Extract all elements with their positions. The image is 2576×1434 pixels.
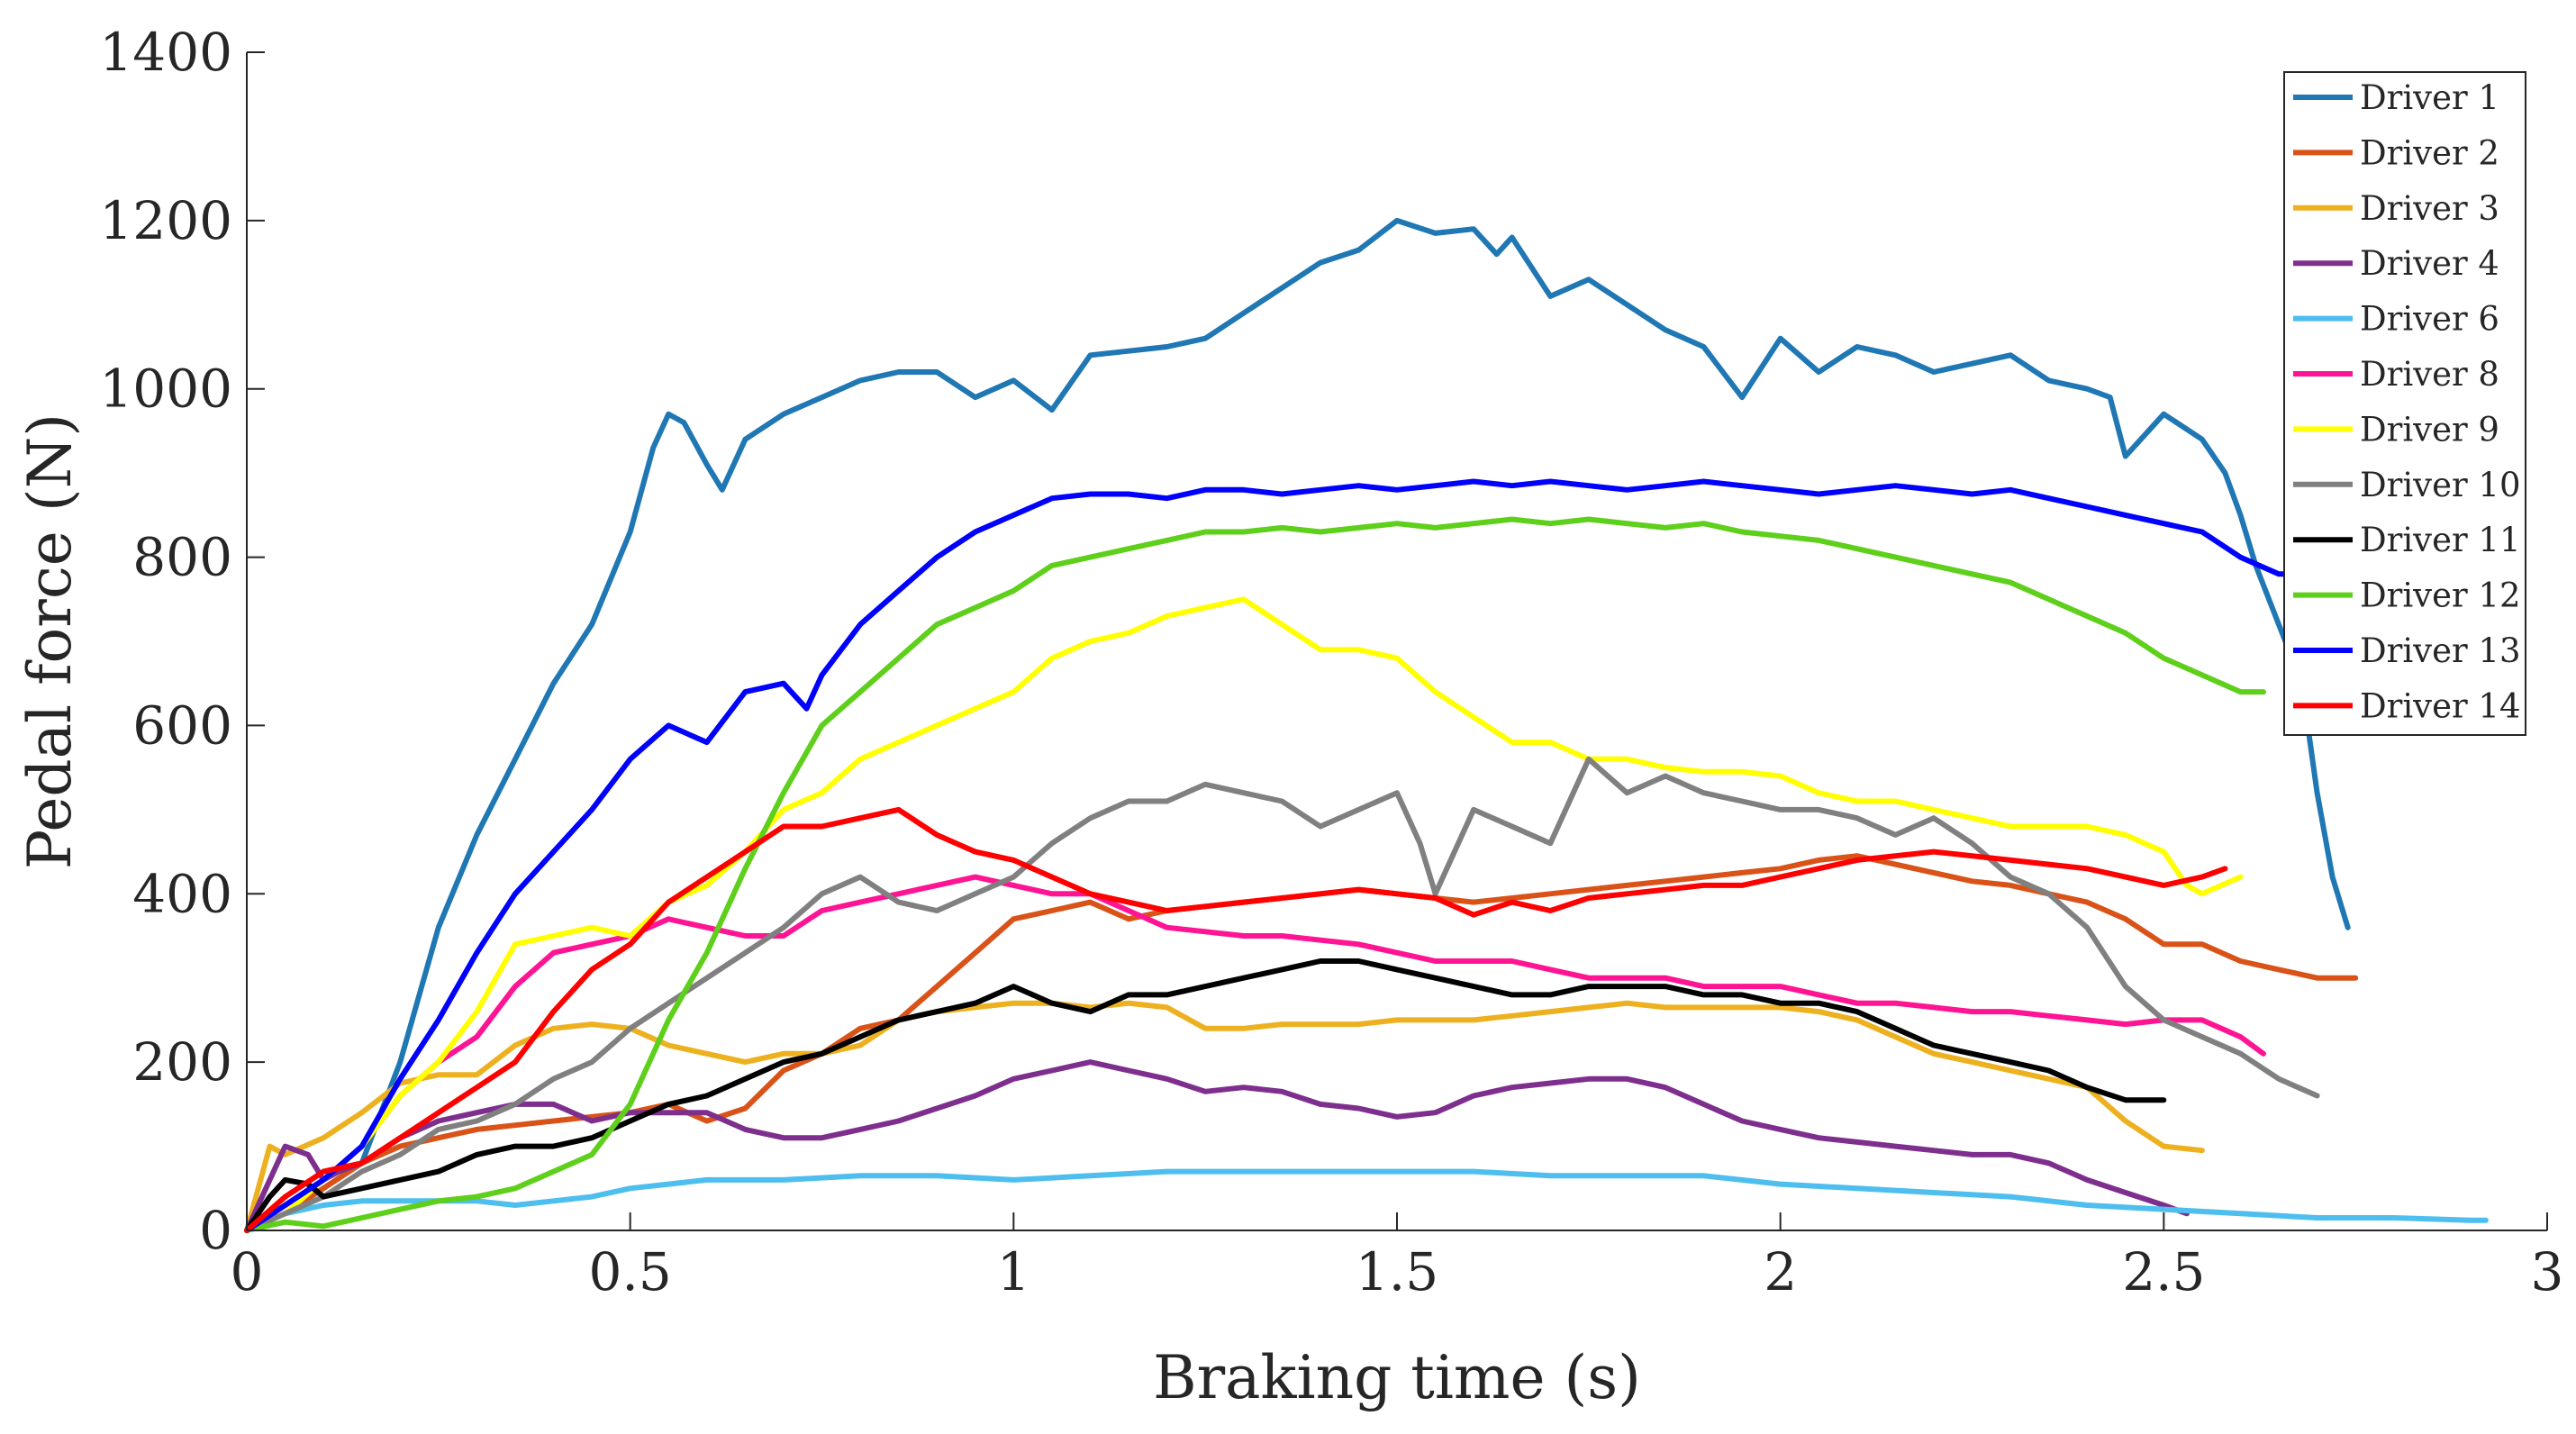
legend-label-driver-1: Driver 1 bbox=[2360, 78, 2499, 117]
x-tick-label: 2 bbox=[1764, 1241, 1797, 1302]
y-tick-label: 200 bbox=[132, 1031, 232, 1093]
legend-label-driver-4: Driver 4 bbox=[2360, 244, 2499, 283]
legend-label-driver-6: Driver 6 bbox=[2360, 300, 2499, 339]
y-tick-label: 1200 bbox=[99, 190, 232, 251]
legend-label-driver-2: Driver 2 bbox=[2360, 133, 2499, 172]
x-axis-label: Braking time (s) bbox=[1153, 1343, 1641, 1412]
y-tick-label: 600 bbox=[132, 694, 232, 756]
series-line-driver-14 bbox=[244, 806, 2228, 1233]
y-tick-label: 0 bbox=[199, 1200, 232, 1261]
y-tick-label: 1000 bbox=[99, 358, 232, 420]
legend-label-driver-14: Driver 14 bbox=[2360, 686, 2521, 725]
y-tick-label: 400 bbox=[132, 863, 232, 924]
legend-label-driver-12: Driver 12 bbox=[2360, 576, 2521, 615]
x-ticks: 0 0.5 1 1.5 2 2.5 3 bbox=[231, 1212, 2564, 1302]
series-group bbox=[244, 217, 2489, 1233]
y-ticks: 0 200 400 600 800 1000 1200 1400 bbox=[99, 22, 265, 1261]
series-line-driver-2 bbox=[244, 853, 2359, 1233]
x-tick-label: 1.5 bbox=[1356, 1241, 1438, 1302]
series-line-driver-1 bbox=[244, 217, 2351, 1233]
legend-label-driver-8: Driver 8 bbox=[2360, 355, 2499, 394]
legend-label-driver-3: Driver 3 bbox=[2360, 189, 2499, 228]
series-line-driver-12 bbox=[244, 516, 2266, 1233]
legend-label-driver-13: Driver 13 bbox=[2360, 631, 2521, 670]
series-line-driver-4 bbox=[244, 1059, 2190, 1233]
x-tick-label: 2.5 bbox=[2122, 1241, 2205, 1302]
legend-box bbox=[2283, 71, 2526, 736]
y-tick-label: 800 bbox=[132, 527, 232, 588]
legend: Driver 1 Driver 2 Driver 3 Driver 4 Driver 6… bbox=[2283, 71, 2526, 736]
legend-label-driver-11: Driver 11 bbox=[2360, 521, 2521, 559]
x-tick-label: 0 bbox=[231, 1241, 264, 1302]
legend-label-driver-9: Driver 9 bbox=[2360, 410, 2499, 449]
series-line-driver-8 bbox=[244, 874, 2266, 1233]
y-axis-label: Pedal force (N) bbox=[15, 413, 85, 869]
x-tick-label: 3 bbox=[2531, 1241, 2564, 1302]
series-line-driver-13 bbox=[244, 478, 2298, 1233]
x-tick-label: 0.5 bbox=[589, 1241, 672, 1302]
series-line-driver-6 bbox=[244, 1168, 2489, 1233]
series-line-driver-3 bbox=[244, 1000, 2205, 1233]
series-line-driver-10 bbox=[244, 756, 2320, 1233]
y-tick-label: 1400 bbox=[99, 22, 232, 83]
series-line-driver-9 bbox=[244, 596, 2244, 1233]
plot-area bbox=[246, 52, 2547, 1231]
series-line-driver-11 bbox=[244, 958, 2167, 1233]
x-tick-label: 1 bbox=[997, 1241, 1030, 1302]
legend-label-driver-10: Driver 10 bbox=[2360, 466, 2521, 504]
